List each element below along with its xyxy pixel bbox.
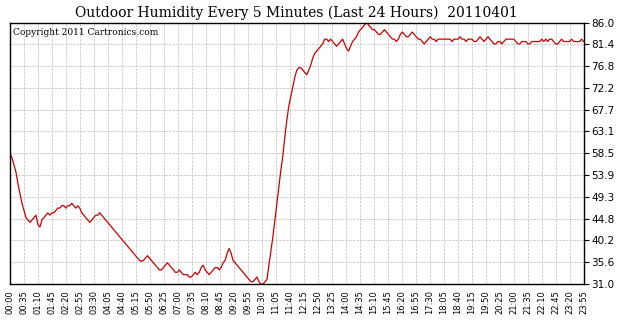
Title: Outdoor Humidity Every 5 Minutes (Last 24 Hours)  20110401: Outdoor Humidity Every 5 Minutes (Last 2… — [76, 5, 518, 20]
Text: Copyright 2011 Cartronics.com: Copyright 2011 Cartronics.com — [13, 28, 158, 37]
